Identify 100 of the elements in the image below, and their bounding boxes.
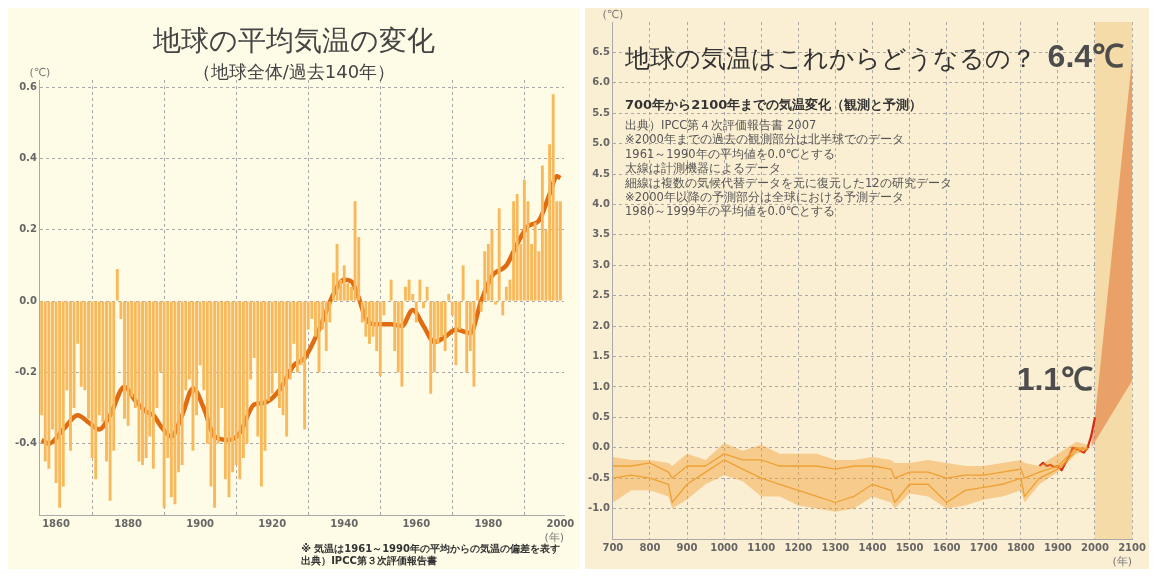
- bar: [94, 301, 98, 480]
- bar: [461, 265, 465, 301]
- bar: [79, 301, 83, 387]
- bar: [479, 301, 483, 312]
- bar: [465, 301, 469, 373]
- source-note: 出典）IPCC第３次評価報告書: [301, 555, 438, 567]
- y-tick-label: 6.0: [592, 76, 610, 88]
- y-tick-label: 1.0: [592, 380, 610, 392]
- y-tick-label: 3.5: [592, 228, 610, 240]
- bar: [558, 201, 562, 301]
- bar: [295, 301, 299, 373]
- x-tick-label: 1900: [1043, 541, 1072, 553]
- y-tick-label: 0.6: [19, 80, 37, 92]
- bar: [522, 179, 526, 301]
- bar: [407, 279, 411, 301]
- x-tick-label: 2000: [546, 517, 575, 529]
- x-axis-title: (年): [1112, 555, 1133, 569]
- bar: [141, 301, 144, 466]
- bar: [418, 279, 422, 301]
- x-tick-label: 1920: [258, 517, 287, 529]
- bar: [400, 301, 404, 387]
- y-tick-label: 4.0: [592, 198, 610, 210]
- bar: [58, 301, 62, 508]
- y-tick-label: -0.4: [14, 437, 37, 449]
- bar: [378, 301, 382, 376]
- x-tick-label: 1800: [1006, 541, 1035, 553]
- bar: [454, 301, 458, 366]
- y-tick-label: 1.5: [592, 350, 610, 362]
- x-tick-label: 1860: [42, 517, 71, 529]
- x-tick-label: 1400: [858, 541, 887, 553]
- annotation: 1980～1999年の平均値を0.0℃とする: [625, 204, 836, 219]
- bar: [422, 301, 425, 309]
- y-tick-label: -0.2: [14, 365, 37, 377]
- x-tick-label: 1940: [330, 517, 359, 529]
- bar: [342, 265, 346, 301]
- y-tick-label: 5.0: [592, 137, 610, 149]
- bar: [259, 301, 263, 487]
- text: ※ 気温は1961～1990年の平均からの気温の偏差を表す: [301, 543, 560, 555]
- bar: [533, 222, 537, 301]
- bar: [414, 301, 418, 323]
- bar: [540, 165, 544, 301]
- bar: [389, 279, 393, 301]
- x-tick-label: 1300: [821, 541, 850, 553]
- bar: [47, 301, 51, 469]
- bar: [137, 301, 141, 462]
- bar: [497, 208, 501, 301]
- y-tick-label: 0.0: [19, 294, 37, 306]
- x-axis-title: (年): [544, 531, 564, 545]
- bar: [368, 301, 371, 344]
- bar: [476, 279, 479, 301]
- bar: [447, 293, 451, 301]
- x-tick-label: 2000: [1081, 541, 1109, 553]
- bar: [501, 301, 505, 316]
- annotation: ※2000年までの過去の観測部分は北半球でのデータ: [625, 132, 905, 147]
- bar: [443, 301, 447, 351]
- bar: [213, 301, 217, 508]
- y-tick-label: 0.4: [19, 152, 37, 164]
- x-tick-label: 900: [676, 541, 698, 553]
- bar: [429, 301, 433, 394]
- y-axis-title: (℃): [602, 8, 624, 22]
- x-tick-label: 1600: [932, 541, 961, 553]
- bar: [494, 301, 497, 305]
- x-tick-label: 1900: [186, 517, 215, 529]
- annotation: 太線は計測機器によるデータ: [625, 161, 782, 176]
- y-tick-label: 0.5: [592, 410, 610, 422]
- annotation: 出典）IPCC第４次評価報告書 2007: [625, 118, 818, 133]
- x-tick-label: 700: [602, 541, 624, 553]
- chart-subtitle: （地球全体/過去140年）: [192, 61, 396, 82]
- y-tick-label: 4.5: [592, 167, 610, 179]
- bar: [551, 94, 555, 301]
- x-tick-label: 2100: [1118, 541, 1147, 553]
- x-tick-label: 800: [639, 541, 661, 553]
- y-tick-label: 2.0: [592, 319, 610, 331]
- y-tick-label: 3.0: [592, 258, 610, 270]
- x-tick-label: 1500: [895, 541, 924, 553]
- y-tick-label: 2.5: [592, 289, 610, 301]
- chart-title: 地球の平均気温の変化: [152, 23, 436, 59]
- bar: [126, 301, 130, 426]
- annotation: 1.1℃: [1016, 360, 1094, 397]
- bar: [324, 301, 328, 351]
- bar: [425, 286, 429, 301]
- x-tick-label: 1200: [784, 541, 813, 553]
- bar: [162, 301, 166, 508]
- annotation: ※2000年以降の予測部分は全球における予測データ: [625, 189, 905, 205]
- text: 地球の気温はこれからどうなるの？: [625, 44, 1036, 74]
- x-tick-label: 1700: [969, 541, 998, 553]
- x-tick-label: 1100: [747, 541, 776, 553]
- bar: [69, 301, 72, 451]
- annotation: 6.4℃: [1047, 38, 1125, 75]
- bar: [515, 194, 519, 301]
- x-tick-label: 1000: [710, 541, 739, 553]
- text: 700年から2100年までの気温変化（観測と予測）: [625, 96, 924, 114]
- y-tick-label: -1.0: [587, 502, 610, 514]
- x-tick-label: 1880: [114, 517, 143, 529]
- x-tick-label: 1980: [474, 517, 503, 529]
- bar: [115, 268, 119, 301]
- bar: [353, 201, 357, 301]
- annotation: 細線は複数の気候代替データを元に復元した12の研究データ: [625, 175, 953, 190]
- y-axis-title: (℃): [29, 66, 51, 80]
- y-tick-label: 6.5: [592, 46, 610, 58]
